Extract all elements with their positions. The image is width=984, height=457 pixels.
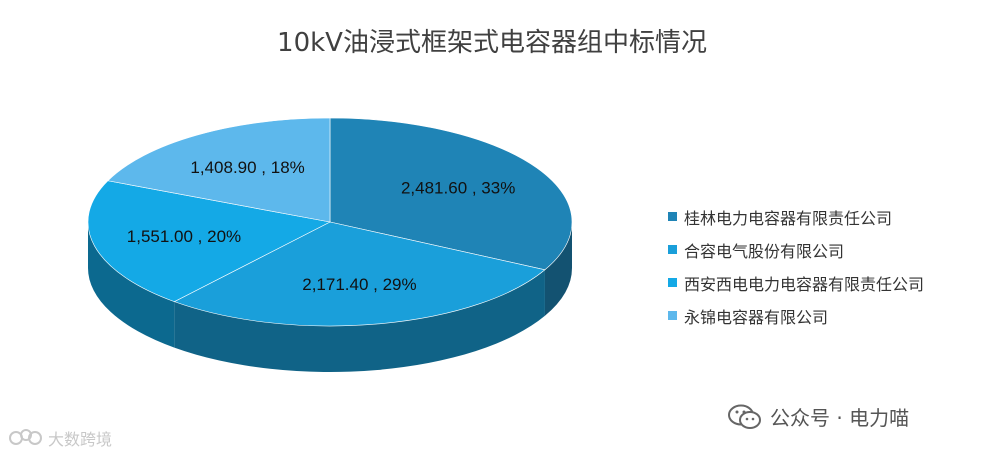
wechat-icon bbox=[728, 404, 761, 429]
logo-icon bbox=[9, 429, 42, 445]
pie-slice-side-0 bbox=[544, 222, 572, 316]
legend-swatch bbox=[668, 245, 677, 254]
watermark-right: 公众号 · 电力喵 bbox=[728, 402, 909, 431]
legend-item-1[interactable]: 合容电气股份有限公司 bbox=[668, 233, 924, 266]
legend-label: 西安西电电力电容器有限责任公司 bbox=[684, 274, 925, 294]
data-label-2: 1,551.00 , 20% bbox=[127, 227, 241, 246]
watermark-right-text: 公众号 · 电力喵 bbox=[770, 406, 910, 430]
pie-slice-0[interactable] bbox=[329, 117, 573, 271]
legend-label: 桂林电力电容器有限责任公司 bbox=[684, 208, 893, 228]
data-label-0: 2,481.60 , 33% bbox=[401, 178, 515, 197]
pie-slice-1[interactable] bbox=[173, 221, 546, 327]
chart-title: 10kV油浸式框架式电容器组中标情况 bbox=[277, 28, 707, 58]
watermark-left: 大数跨境 bbox=[8, 426, 112, 450]
watermark-left-text: 大数跨境 bbox=[48, 430, 113, 449]
pie-slice-side-2 bbox=[88, 222, 175, 348]
legend: 桂林电力电容器有限责任公司 合容电气股份有限公司西安西电电力电容器有限责任公司 永锦… bbox=[668, 200, 924, 332]
legend-swatch bbox=[668, 278, 677, 287]
legend-swatch bbox=[668, 311, 677, 320]
legend-item-2[interactable]: 西安西电电力电容器有限责任公司 bbox=[668, 266, 924, 299]
legend-item-0[interactable]: 桂林电力电容器有限责任公司 bbox=[668, 200, 924, 233]
legend-label: 永锦电容器有限公司 bbox=[684, 307, 829, 327]
legend-label: 合容电气股份有限公司 bbox=[684, 241, 845, 261]
pie-slice-3[interactable] bbox=[107, 117, 331, 223]
legend-swatch bbox=[668, 212, 677, 221]
pie-slice-side-1 bbox=[174, 269, 545, 372]
data-label-3: 1,408.90 , 18% bbox=[190, 158, 304, 177]
legend-item-3[interactable]: 永锦电容器有限公司 bbox=[668, 299, 924, 332]
data-label-1: 2,171.40 , 29% bbox=[302, 275, 416, 294]
